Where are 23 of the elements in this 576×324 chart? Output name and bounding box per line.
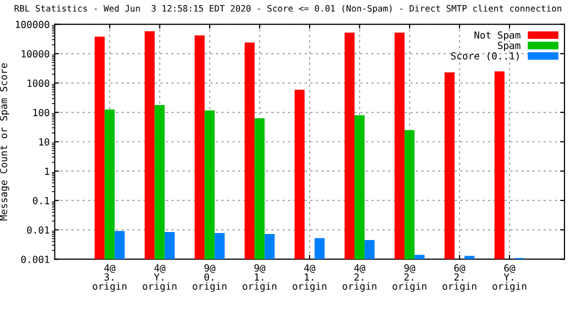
y-tick-label: 0.001: [21, 256, 50, 264]
x-tick-label: 4@ 3. origin: [92, 264, 126, 292]
x-tick-label: 9@ 2. origin: [392, 264, 426, 292]
y-axis-title: Message Count or Spam Score: [0, 63, 10, 220]
chart-title: RBL Statistics - Wed Jun 3 12:58:15 EDT 2020 - Score <= 0.01 (Non-Spam) - Direct SMTP client connection: [14, 4, 562, 14]
legend-label: Score (0..1): [451, 52, 519, 61]
x-tick-label: 9@ 0. origin: [192, 264, 226, 292]
x-tick-label: 9@ 1. origin: [242, 264, 276, 292]
x-tick-label: 6@ Y. origin: [492, 264, 526, 292]
y-tick-label: 10000: [22, 50, 50, 58]
y-tick-label: 0.1: [32, 196, 50, 204]
legend-label: Not Spam: [474, 31, 520, 41]
y-tick-label: 100000: [16, 20, 50, 28]
x-tick-label: 4@ 2. origin: [342, 264, 376, 292]
x-tick-label: 6@ 2. origin: [442, 264, 476, 292]
y-tick-label: 10: [39, 138, 50, 146]
x-tick-label: 4@ 1. origin: [292, 264, 326, 292]
y-tick-label: 1000: [28, 80, 50, 87]
y-tick-label: 100: [33, 108, 50, 116]
x-tick-label: 4@ Y. origin: [142, 264, 176, 292]
legend-label: Spam: [498, 42, 520, 51]
y-tick-label: 1: [45, 168, 50, 175]
y-tick-label: 0.01: [27, 226, 50, 234]
